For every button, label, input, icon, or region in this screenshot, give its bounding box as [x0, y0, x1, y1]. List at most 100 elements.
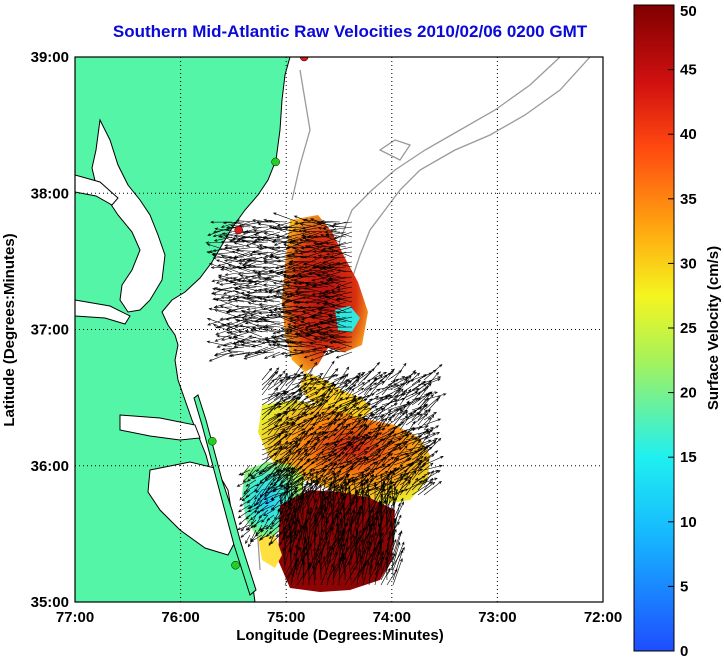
velocity-arrow [224, 244, 245, 248]
velocity-arrow [333, 379, 349, 391]
velocity-arrow [344, 566, 356, 586]
velocity-arrow [417, 462, 434, 476]
velocity-arrow [289, 260, 317, 263]
velocity-arrow [363, 377, 377, 396]
velocity-arrow [392, 490, 398, 516]
velocity-arrow [263, 489, 275, 497]
velocity-arrow [210, 266, 233, 270]
velocity-arrow [262, 257, 287, 263]
pamlico-sound [147, 461, 237, 556]
velocity-arrow [312, 348, 329, 353]
colorbar-tick-label: 50 [680, 3, 697, 20]
velocity-arrow [315, 431, 329, 441]
velocity-arrow [308, 477, 321, 506]
velocity-arrow [280, 310, 305, 318]
velocity-arrow [308, 329, 329, 338]
velocity-arrow [324, 345, 341, 353]
x-tick-label: 74:00 [373, 609, 411, 626]
velocity-arrow [255, 464, 263, 473]
velocity-arrow [380, 552, 396, 581]
velocity-arrow [393, 473, 406, 491]
velocity-arrow [411, 428, 429, 446]
velocity-arrow [339, 510, 346, 541]
velocity-arrow [268, 220, 287, 228]
velocity-arrow [268, 469, 275, 478]
velocity-arrow [302, 296, 329, 303]
velocity-arrow [309, 431, 322, 446]
velocity-arrow [212, 324, 233, 333]
velocity-arrow [369, 415, 384, 426]
velocity-arrow [345, 376, 361, 391]
velocity-arrow [261, 461, 283, 471]
velocity-arrow [309, 455, 327, 466]
velocity-arrow [374, 486, 393, 511]
velocity-arrow [280, 351, 299, 355]
velocity-arrow [393, 389, 408, 406]
velocity-arrow [368, 551, 384, 581]
velocity-arrow [297, 427, 315, 436]
velocity-arrow [342, 494, 346, 526]
velocity-arrow [411, 397, 430, 416]
velocity-arrow [321, 422, 333, 436]
velocity-arrow [339, 399, 358, 411]
velocity-arrow [405, 413, 423, 426]
velocity-arrow [362, 545, 370, 576]
velocity-arrow [274, 509, 281, 521]
velocity-arrow [292, 321, 311, 328]
velocity-arrow [262, 245, 287, 253]
velocity-arrow [291, 382, 308, 396]
velocity-arrow [328, 336, 347, 343]
velocity-arrow [356, 553, 373, 576]
velocity-arrow [405, 477, 419, 496]
velocity-arrow [317, 311, 341, 318]
velocity-arrow [267, 387, 279, 401]
velocity-arrow [386, 530, 392, 551]
velocity-arrow [339, 445, 355, 461]
velocity-arrow [206, 250, 233, 258]
velocity-arrow [357, 417, 368, 431]
velocity-arrow [357, 398, 373, 411]
velocity-arrow [417, 477, 438, 486]
velocity-arrow [339, 454, 357, 466]
velocity-arrow [317, 221, 341, 228]
y-tick-label: 35:00 [31, 594, 69, 611]
velocity-arrow [405, 447, 424, 461]
velocity-arrow [393, 411, 406, 426]
velocity-arrow [319, 307, 341, 313]
velocity-arrow [283, 530, 286, 561]
velocity-arrow [333, 447, 348, 461]
velocity-arrow [240, 529, 251, 538]
velocity-arrow [285, 441, 298, 456]
velocity-arrow [327, 413, 339, 431]
velocity-arrow [290, 494, 308, 521]
velocity-arrow [307, 489, 311, 511]
velocity-arrow [417, 439, 432, 446]
velocity-arrow [362, 518, 371, 551]
velocity-arrow [315, 398, 325, 411]
velocity-arrow [350, 526, 367, 556]
velocity-arrow [279, 443, 301, 456]
velocity-arrow [321, 302, 347, 313]
velocity-arrow [405, 391, 421, 411]
velocity-arrow [295, 316, 323, 320]
velocity-arrow [380, 567, 391, 586]
velocity-arrow [314, 552, 319, 581]
velocity-arrow [336, 269, 353, 273]
velocity-arrow [351, 413, 362, 426]
velocity-arrow [217, 321, 239, 329]
velocity-arrow [247, 279, 269, 288]
velocity-arrow [411, 374, 427, 386]
velocity-arrow [309, 351, 335, 362]
velocity-arrow [345, 432, 361, 451]
velocity-arrow [237, 504, 251, 513]
velocity-arrow [326, 485, 336, 516]
x-tick-label: 75:00 [267, 609, 305, 626]
velocity-arrow [423, 414, 435, 431]
velocity-arrow [320, 249, 341, 253]
velocity-arrow [273, 457, 289, 476]
velocity-arrow [356, 559, 369, 581]
velocity-arrow [393, 414, 409, 431]
velocity-arrow [327, 306, 353, 317]
velocity-arrow [215, 326, 239, 336]
velocity-arrow [287, 351, 311, 357]
